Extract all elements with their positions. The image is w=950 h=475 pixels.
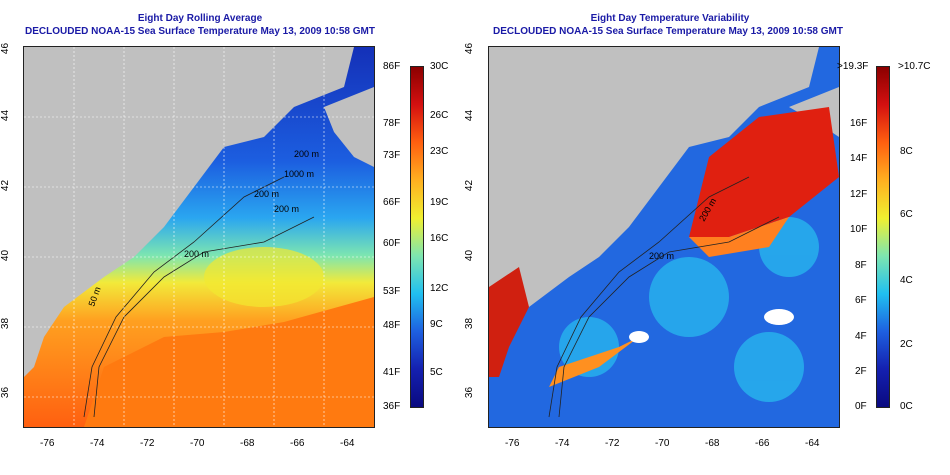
left-cbar-c-label: 23C <box>430 146 449 157</box>
left-sst-map: 200 m 200 m 200 m 1000 m 200 m 50 m <box>23 46 375 428</box>
left-contour-label: 200 m <box>294 149 319 159</box>
right-contour <box>558 216 780 418</box>
right-x-tick: -76 <box>505 438 520 449</box>
left-cbar-f-label: 41F <box>383 367 401 378</box>
right-y-tick: 36 <box>464 386 476 399</box>
left-cbar-f-label: 60F <box>383 238 401 249</box>
right-y-tick: 40 <box>464 249 476 262</box>
left-x-tick: -70 <box>190 438 205 449</box>
left-land <box>24 47 354 377</box>
left-x-tick: -66 <box>290 438 305 449</box>
right-x-tick: -72 <box>605 438 620 449</box>
right-x-tick: -66 <box>755 438 770 449</box>
left-cbar-f-label: 66F <box>383 197 401 208</box>
left-contour-label: 1000 m <box>284 169 314 179</box>
left-y-tick: 44 <box>0 109 12 122</box>
left-colorbar <box>410 66 424 408</box>
right-cbar-f-label: 4F <box>855 331 867 342</box>
left-gulfstream <box>84 297 374 427</box>
right-cbar-c-label: 6C <box>900 209 913 220</box>
left-title-line1: Eight Day Rolling Average <box>137 13 263 24</box>
right-y-tick: 38 <box>464 317 476 330</box>
right-land <box>489 47 819 377</box>
left-contour <box>93 216 315 418</box>
right-y-tick: 42 <box>464 179 476 192</box>
right-x-tick: -64 <box>805 438 820 449</box>
right-contour <box>548 176 750 418</box>
left-x-tick: -74 <box>90 438 105 449</box>
right-cbar-f-label: 0F <box>855 401 867 412</box>
right-x-tick: -68 <box>705 438 720 449</box>
left-cbar-c-label: 9C <box>430 319 443 330</box>
right-cbar-f-label: 16F <box>850 118 868 129</box>
right-cbar-c-label: 0C <box>900 401 913 412</box>
right-cbar-f-label: 8F <box>855 260 867 271</box>
left-cbar-c-label: 16C <box>430 233 449 244</box>
left-cbar-c-label: 5C <box>430 367 443 378</box>
right-cbar-f-label: 2F <box>855 366 867 377</box>
right-title-line1: Eight Day Temperature Variability <box>590 13 750 24</box>
left-contour-label: 200 m <box>184 249 209 259</box>
left-cbar-f-label: 53F <box>383 286 401 297</box>
right-colorbar <box>876 66 890 408</box>
left-y-tick: 40 <box>0 249 12 262</box>
left-y-tick: 38 <box>0 317 12 330</box>
right-contour-label: 200 m <box>649 251 674 261</box>
left-title-line2: DECLOUDED NOAA-15 Sea Surface Temperatur… <box>25 26 375 37</box>
left-cbar-f-label: 86F <box>383 61 401 72</box>
left-contour-label: 200 m <box>254 189 279 199</box>
right-cbar-f-label: 6F <box>855 295 867 306</box>
left-cbar-c-label: 12C <box>430 283 449 294</box>
left-y-tick: 42 <box>0 179 12 192</box>
left-land-cape <box>324 87 374 167</box>
right-hotspot <box>689 107 839 237</box>
right-cbar-f-label: 10F <box>850 224 868 235</box>
right-cbar-f-label: 12F <box>850 189 868 200</box>
right-cbar-c-label: 8C <box>900 146 913 157</box>
left-x-tick: -76 <box>40 438 55 449</box>
right-cbar-c-label: >10.7C <box>898 61 931 72</box>
left-contour-label: 200 m <box>274 204 299 214</box>
left-contour <box>83 176 285 418</box>
left-x-tick: -68 <box>240 438 255 449</box>
right-cbar-c-label: 2C <box>900 339 913 350</box>
right-cbar-f-label: 14F <box>850 153 868 164</box>
right-variability-map: 200 m 200 m <box>488 46 840 428</box>
left-x-tick: -64 <box>340 438 355 449</box>
left-cbar-f-label: 48F <box>383 320 401 331</box>
left-cbar-c-label: 26C <box>430 110 449 121</box>
right-x-tick: -70 <box>655 438 670 449</box>
left-cbar-f-label: 73F <box>383 150 401 161</box>
left-cbar-f-label: 78F <box>383 118 401 129</box>
left-cbar-f-label: 36F <box>383 401 401 412</box>
left-cbar-c-label: 30C <box>430 61 449 72</box>
left-y-tick: 46 <box>0 42 12 55</box>
right-title-line2: DECLOUDED NOAA-15 Sea Surface Temperatur… <box>493 26 843 37</box>
right-y-tick: 44 <box>464 109 476 122</box>
left-y-tick: 36 <box>0 386 12 399</box>
right-x-tick: -74 <box>555 438 570 449</box>
left-cbar-c-label: 19C <box>430 197 449 208</box>
right-cbar-c-label: 4C <box>900 275 913 286</box>
right-cbar-f-label: >19.3F <box>837 61 869 72</box>
right-y-tick: 46 <box>464 42 476 55</box>
left-x-tick: -72 <box>140 438 155 449</box>
